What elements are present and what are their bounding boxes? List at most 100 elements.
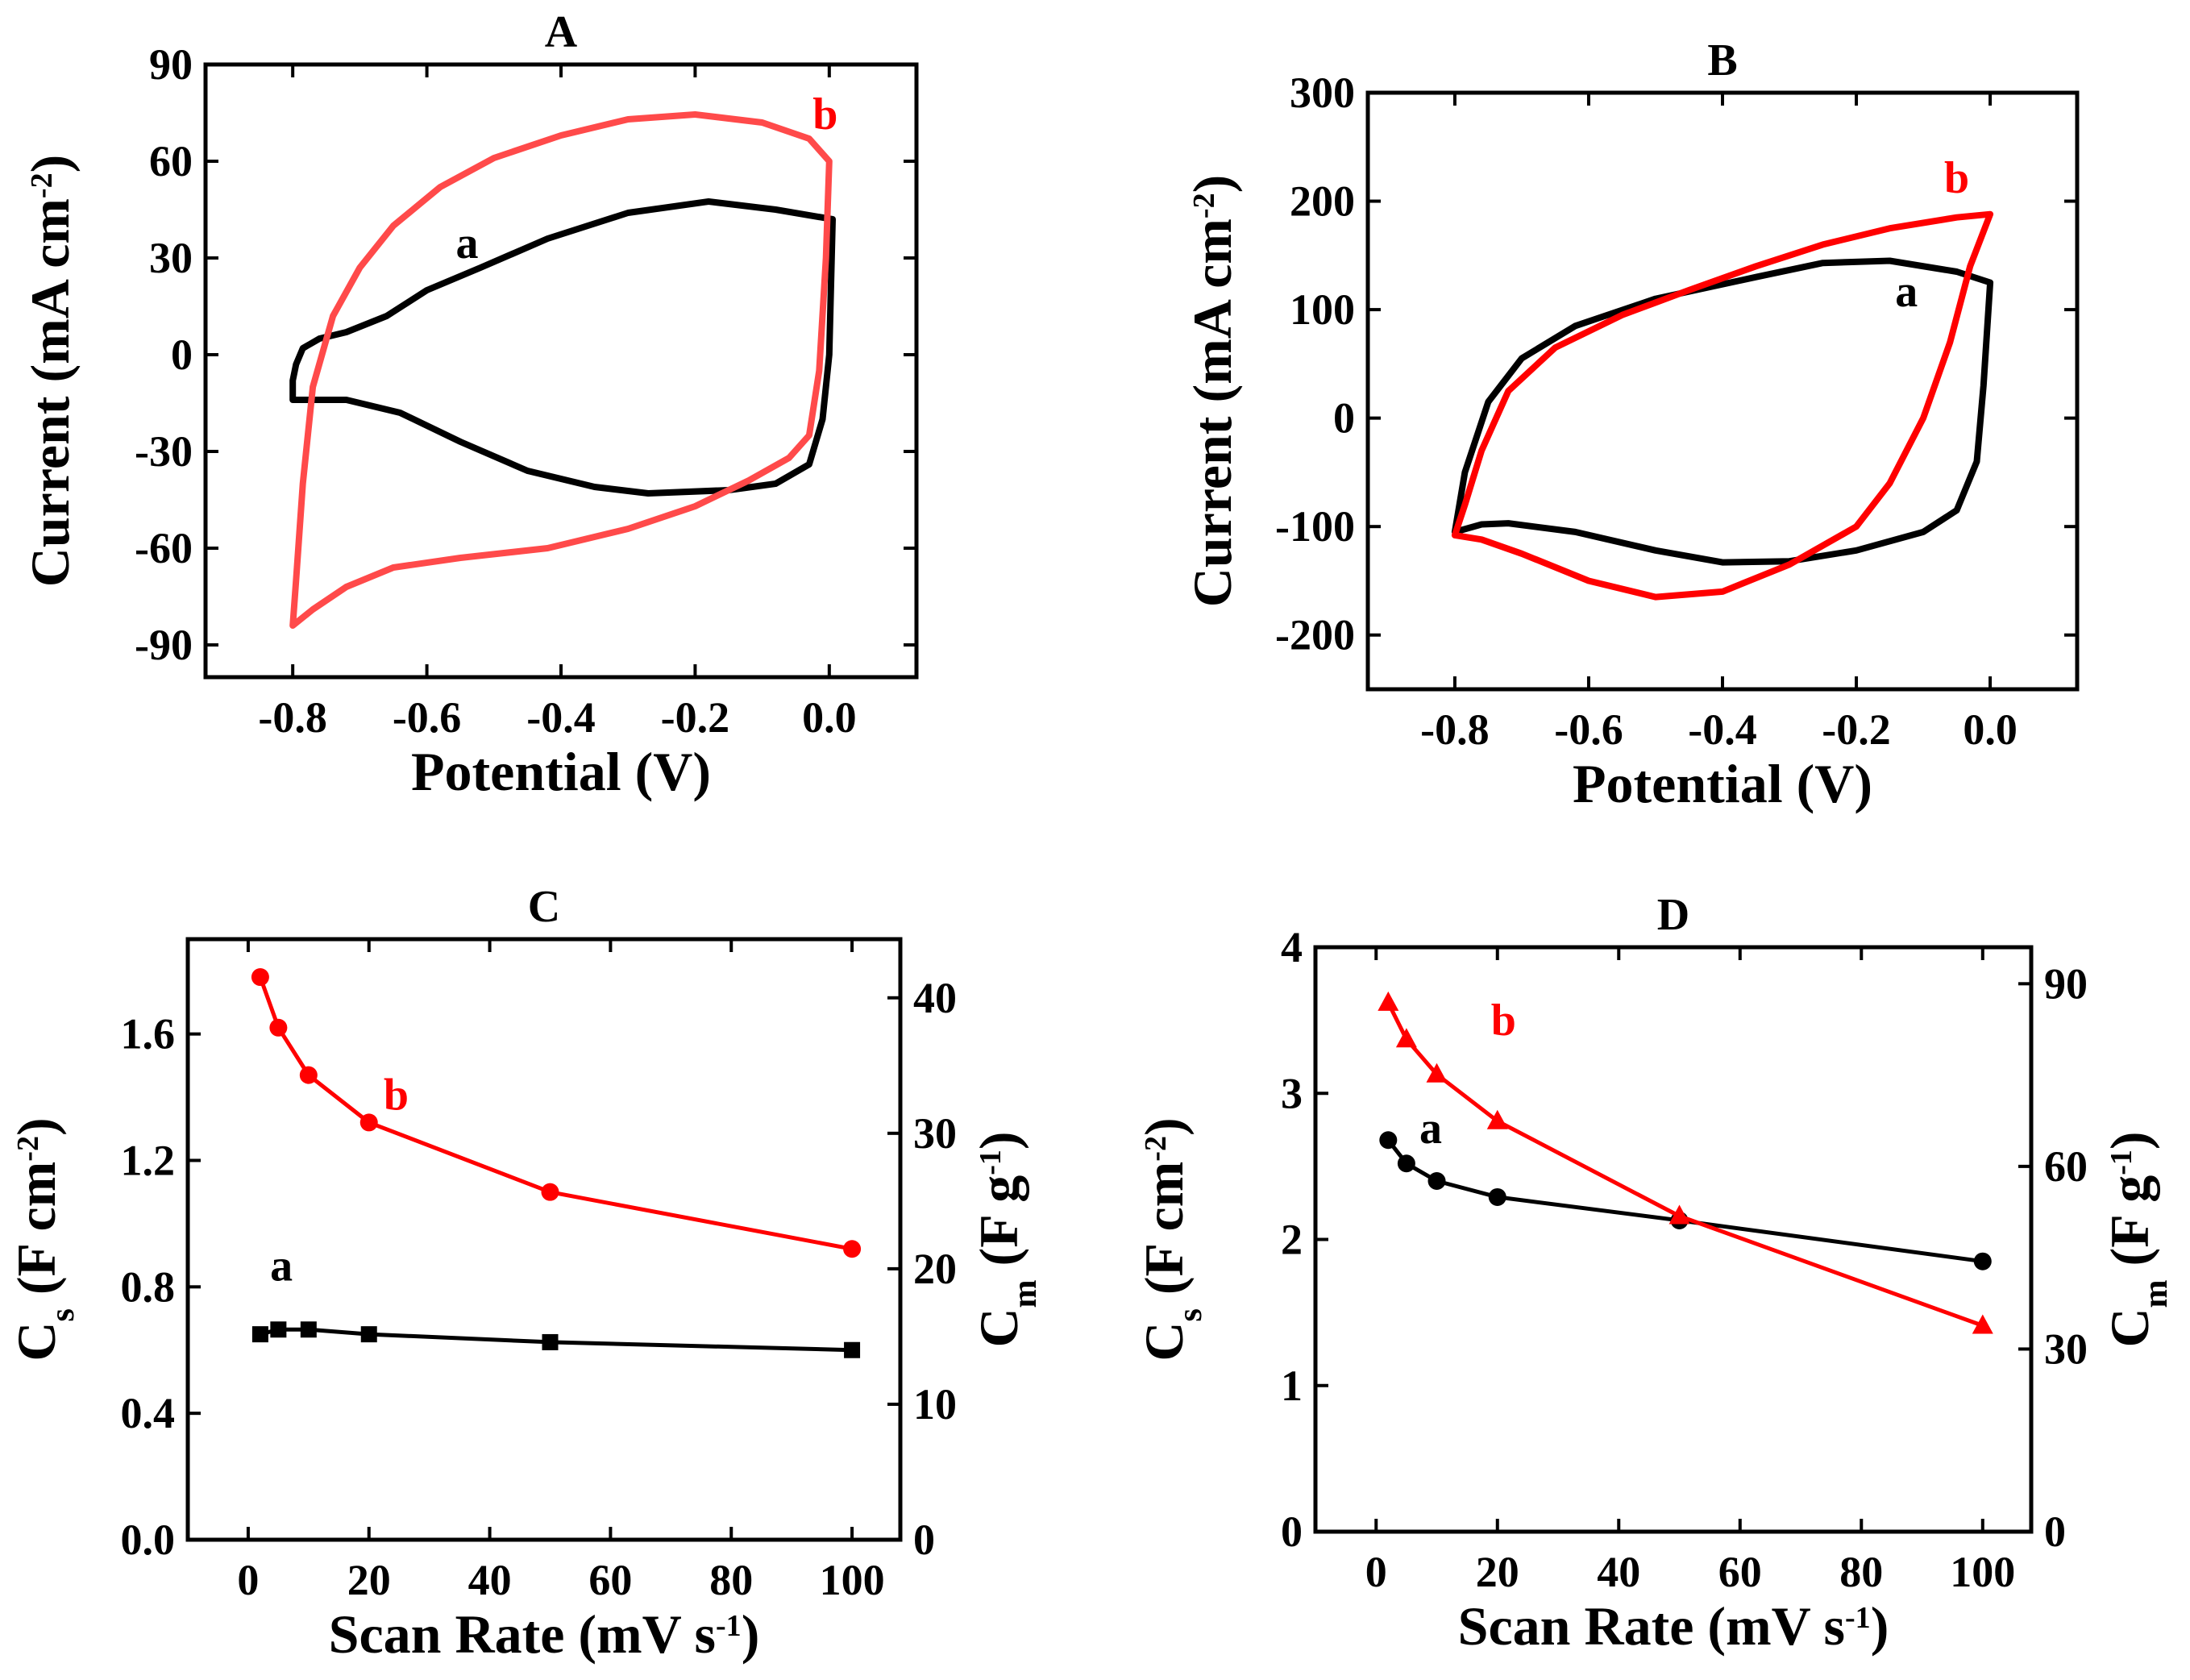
cv-curve-a [289,198,836,497]
cv-curve-a [1451,257,1994,566]
y-tick-label: 60 [149,137,193,185]
label-superscript: -2 [1187,193,1221,218]
label-symbol: C [6,1322,67,1362]
data-point [299,1066,318,1084]
label-subscript: m [1007,1279,1044,1308]
label-text: (F g [968,1175,1029,1280]
y-tick-label: 2 [1281,1216,1303,1264]
x-tick-label: 60 [1718,1548,1762,1596]
cv-curve-b [289,111,833,629]
label-text: Scan Rate (mV s [1458,1595,1845,1657]
y-axis-label: Current (mA cm-2) [1182,175,1243,608]
label-text: ) [1871,1595,1889,1657]
y-tick-label: 100 [1290,285,1355,334]
x-tick-label: -0.4 [1688,705,1756,754]
y-tick-label: 300 [1290,69,1355,117]
data-point [1488,1187,1506,1206]
panel-title: A [545,7,578,57]
label-superscript: -2 [1139,1136,1173,1162]
label-symbol: C [968,1308,1029,1347]
y-right-tick-label: 30 [913,1109,957,1158]
x-axis-label: Potential (V) [1573,753,1872,814]
series-b [289,111,833,629]
data-point [1972,1314,1993,1334]
y-tick-label: 0 [1281,1507,1303,1556]
data-point [300,1321,317,1338]
panel-a: A -0.8 -0.6 -0.4 -0.2 0.0 -90 -60 -30 0 30 60 90 Pote… [19,7,919,802]
y-tick-label: 0.4 [121,1389,176,1437]
data-point [1426,1062,1448,1083]
y-tick-label: 30 [149,234,193,282]
label-text: Scan Rate (mV s [329,1603,716,1665]
y-axis-label-left: Cs (F cm-2) [6,1117,81,1361]
panel-b: B -0.8 -0.6 -0.4 -0.2 0.0 -200 -100 0 100 200 300 Po… [1182,35,2080,814]
label-subscript: s [1172,1308,1209,1321]
data-point [541,1183,559,1201]
y-tick-label: -100 [1275,502,1355,551]
y-right-tick-label: 20 [913,1245,957,1293]
curve-label-a: a [270,1241,293,1291]
x-tick-label: 80 [1839,1548,1883,1596]
label-text: ) [2099,1131,2160,1150]
cv-curve-b [1451,210,1994,601]
y-tick-label: 1 [1281,1362,1303,1410]
data-point [360,1326,377,1343]
label-text: (F cm [6,1162,67,1308]
label-text: ) [19,155,81,173]
x-tick-label: 0 [1365,1548,1387,1596]
x-tick-label: -0.8 [258,693,326,742]
data-point [1378,991,1399,1011]
x-tick-label: 60 [588,1556,632,1604]
x-tick-label: 0 [237,1556,259,1604]
data-point [1973,1252,1992,1270]
x-tick-label: -0.6 [393,693,461,742]
panel-title: B [1707,35,1737,85]
data-point [251,968,269,987]
y-right-tick-label: 0 [2044,1507,2066,1556]
y-tick-label: 200 [1290,177,1355,226]
series-b [251,968,862,1258]
y-right-tick-label: 30 [2044,1324,2088,1373]
x-axis-label: Scan Rate (mV s-1) [329,1603,760,1665]
data-point [1397,1154,1415,1173]
y-axis-label: Current (mA cm-2) [19,155,81,588]
x-tick-label: 100 [820,1556,885,1604]
data-point [359,1113,378,1132]
data-point [269,1018,288,1037]
y-tick-label: 1.2 [121,1136,176,1184]
y-tick-label: 90 [149,40,193,89]
series-b [1378,991,1993,1334]
data-point [542,1333,559,1350]
y-tick-label: -200 [1275,611,1355,659]
label-subscript: s [44,1308,81,1321]
curve-label-a: a [456,218,479,268]
plot-frame [1313,945,2034,1534]
label-superscript: -2 [25,173,59,198]
data-point [251,1326,268,1343]
curve-label-b: b [1491,996,1516,1046]
x-tick-label: 0.0 [1963,705,2018,754]
y-axis-label-right: Cm (F g-1) [2099,1131,2175,1347]
x-tick-label: 40 [1597,1548,1640,1596]
label-symbol: C [1133,1322,1195,1362]
plot-frame [185,937,903,1542]
x-tick-label: 80 [709,1556,753,1604]
series-line-b [258,976,853,1251]
y-axis-label-right: Cm (F g-1) [968,1131,1044,1347]
x-tick-label: -0.2 [661,693,729,742]
plot-frame [1365,90,2080,692]
curve-label-a: a [1895,267,1918,317]
y-tick-label: 3 [1281,1069,1303,1117]
x-axis-label: Potential (V) [411,741,711,802]
label-superscript: -1 [716,1609,742,1643]
y-tick-label: -30 [135,427,193,476]
x-tick-label: -0.2 [1822,705,1890,754]
label-text: ) [6,1117,67,1136]
label-symbol: C [2099,1308,2160,1347]
y-tick-label: -90 [135,621,193,669]
panel-c: C0 20 40 60 80 1000.00.40.81.21.6010203040Sca… [6,882,1044,1665]
label-subscript: m [2138,1279,2175,1308]
panel-title: D [1657,890,1689,940]
plot-frame [203,62,919,680]
